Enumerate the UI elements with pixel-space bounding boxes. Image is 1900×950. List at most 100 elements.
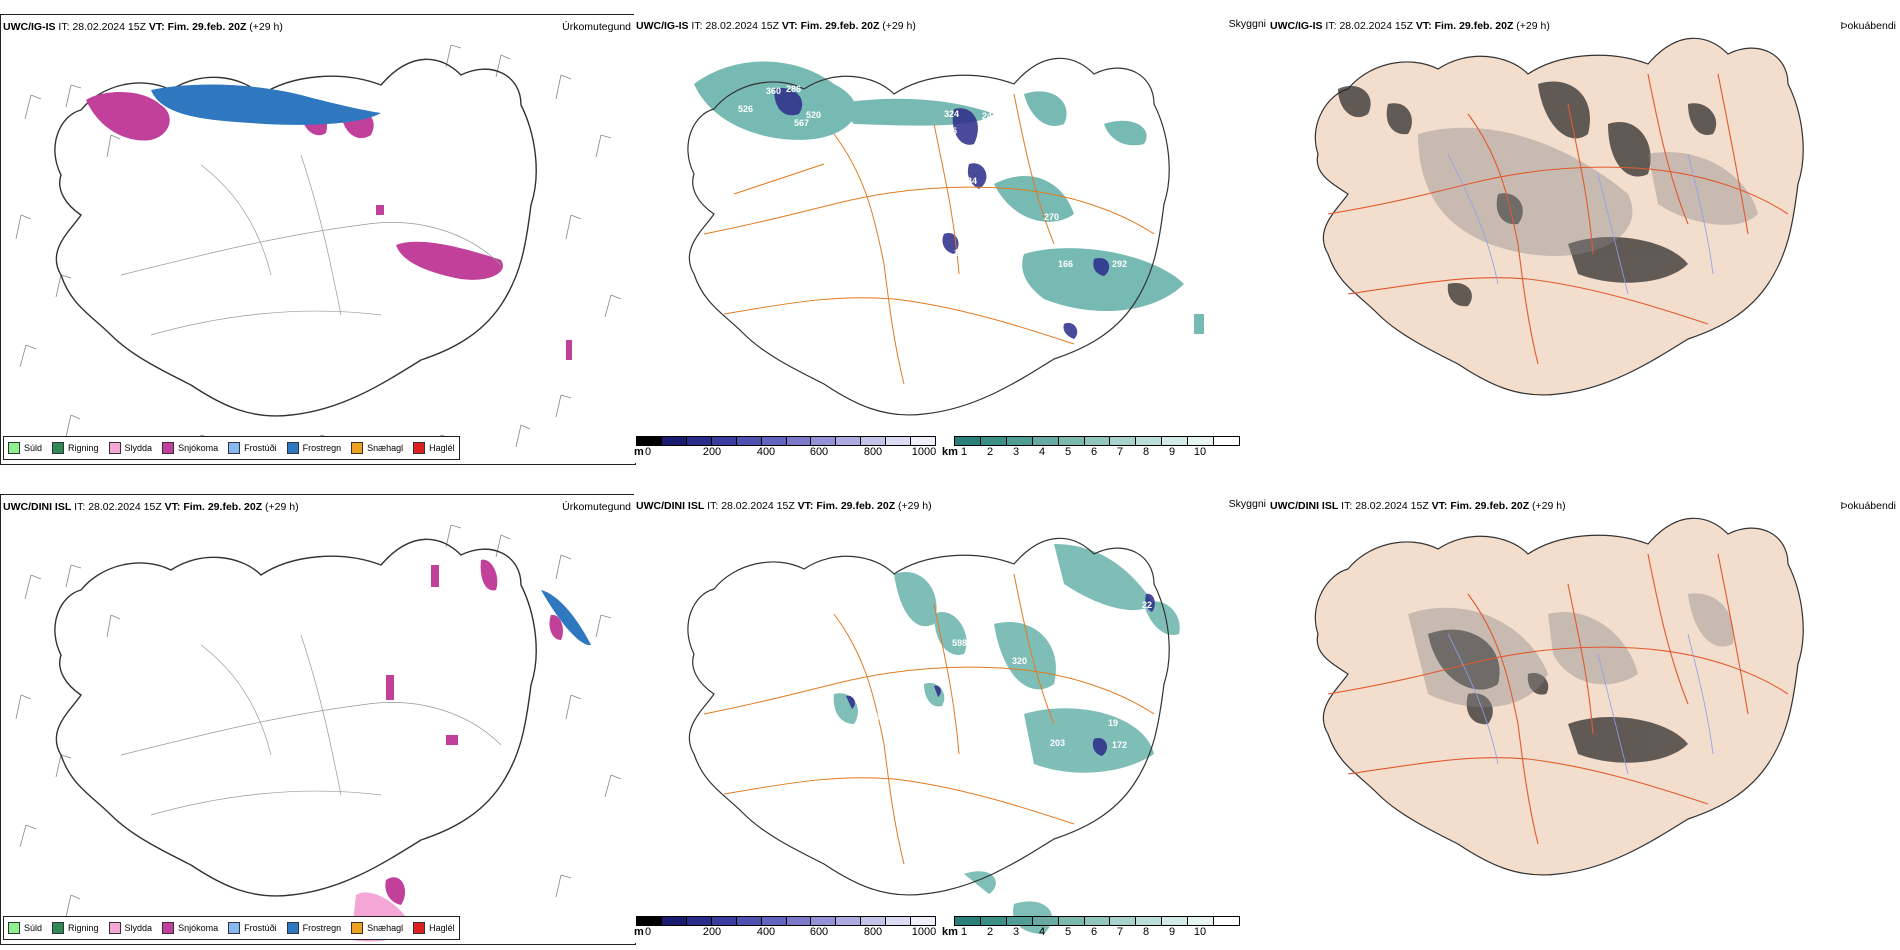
fog-dense-areas [1428, 629, 1688, 763]
cloud-panel-row2: 22 246 24 598 166 195 191 320 203 19 172… [634, 494, 1328, 943]
ceiling-colorbar-ticks: 0 200 400 600 800 1000 [636, 446, 936, 458]
legend-item: Frostúði [228, 922, 277, 934]
tick-label: 8 [1142, 926, 1150, 938]
tick-label: 7 [1116, 926, 1124, 938]
iceland-fill [1314, 37, 1804, 396]
tick-label: 400 [756, 446, 776, 458]
tick-label: 1 [960, 926, 968, 938]
legend-item: Snjókoma [162, 922, 218, 934]
tick-label: 200 [702, 926, 722, 938]
freezing-rain-areas [541, 590, 591, 646]
iceland-outline [687, 57, 1170, 416]
cloud-base-value: 166 [1058, 259, 1073, 269]
tick-label: 400 [756, 926, 776, 938]
legend-label: Frostregn [302, 443, 342, 453]
legend-swatch [413, 922, 426, 934]
cloud-base-value: 320 [1012, 656, 1027, 666]
cloud-base-value: 216 [990, 169, 1005, 179]
tick-label: 4 [1038, 446, 1046, 458]
legend-item: Frostúði [228, 442, 277, 454]
tick-label: 3 [1012, 926, 1020, 938]
freezing-rain-areas [151, 84, 381, 125]
precip-legend-row2: Súld Rigning Slydda Snjókoma Frostúði Fr… [3, 916, 460, 940]
cloud-base-value: 166 [898, 698, 913, 708]
fog-title-row2: Þokuábendi [1840, 500, 1896, 512]
run-header-precip-row1: UWC/IG-IS IT: 28.02.2024 15Z VT: Fim. 29… [3, 21, 283, 33]
low-visibility-areas [833, 544, 1180, 934]
legend-item: Snæhagl [351, 442, 403, 454]
precip-title-row1: Úrkomutegund [562, 21, 631, 33]
cloud-base-labels: 526 360 286 567 520 324 247 135 386 216 … [738, 84, 1127, 269]
cloud-base-value: 360 [766, 86, 781, 96]
legend-label: Haglél [429, 923, 455, 933]
cloud-title-row1: Skyggni [1228, 18, 1266, 30]
cloud-base-value: 195 [954, 692, 969, 702]
tick-label: 9 [1168, 926, 1176, 938]
legend-label: Frostúði [244, 923, 277, 933]
visibility-colorbar-row2: 1 2 3 4 5 6 7 8 9 10 [954, 916, 1240, 938]
cloud-base-value: 24 [1182, 618, 1192, 628]
cloud-title-row2: Skyggni [1228, 498, 1266, 510]
legend-label: Snæhagl [367, 443, 404, 453]
legend-item: Rigning [52, 442, 99, 454]
precip-panel-row1: UWC/IG-IS IT: 28.02.2024 15Z VT: Fim. 29… [0, 14, 636, 465]
legend-swatch [286, 442, 299, 454]
roads [120, 634, 502, 816]
precip-map-row2 [15, 524, 622, 942]
fog-map-row2 [1314, 517, 1804, 876]
cloud-base-value: 324 [944, 109, 959, 119]
fog-light-areas [1408, 593, 1734, 708]
legend-swatch [8, 922, 20, 934]
legend-label: Súld [24, 443, 43, 453]
tick-label: 10 [1193, 926, 1207, 938]
wind-barbs [15, 524, 622, 918]
cloud-map-row1: 526 360 286 567 520 324 247 135 386 216 … [687, 57, 1204, 416]
tick-label: 0 [644, 446, 652, 458]
run-header-cloud-row2: UWC/DINI ISL IT: 28.02.2024 15Z VT: Fim.… [636, 500, 932, 512]
legend-item: Slydda [108, 922, 153, 934]
legend-swatch [108, 442, 121, 454]
precip-map-row1 [15, 44, 622, 454]
cloud-base-value: 172 [1112, 740, 1127, 750]
visibility-colorbar-ticks: 1 2 3 4 5 6 7 8 9 10 [954, 446, 1240, 458]
roads [1327, 73, 1789, 365]
rivers [1447, 153, 1714, 295]
legend-swatch [52, 922, 65, 934]
legend-swatch [228, 442, 241, 454]
ceiling-colorbar-ticks: 0 200 400 600 800 1000 [636, 926, 936, 938]
tick-label: 200 [702, 446, 722, 458]
tick-label: 600 [809, 926, 829, 938]
visibility-colorbar-row1: 1 2 3 4 5 6 7 8 9 10 [954, 436, 1240, 458]
low-visibility-areas [694, 61, 1204, 334]
cloud-base-value: 520 [806, 110, 821, 120]
tick-label: 8 [1142, 446, 1150, 458]
legend-label: Slydda [124, 923, 153, 933]
legend-label: Snjókoma [178, 443, 219, 453]
run-header-fog-row1: UWC/IG-IS IT: 28.02.2024 15Z VT: Fim. 29… [1270, 20, 1550, 32]
cloud-base-value: 526 [738, 104, 753, 114]
precip-panel-row2: UWC/DINI ISL IT: 28.02.2024 15Z VT: Fim.… [0, 494, 636, 945]
visibility-unit-row1: km [942, 446, 958, 458]
tick-label: 800 [863, 446, 883, 458]
tick-label: 600 [809, 446, 829, 458]
legend-item: Haglél [413, 922, 455, 934]
tick-label: 1 [960, 446, 968, 458]
tick-label: 6 [1090, 926, 1098, 938]
cloud-base-labels: 22 246 24 598 166 195 191 320 203 19 172 [870, 600, 1197, 750]
cloud-base-value: 598 [952, 638, 967, 648]
low-ceiling-areas [774, 88, 1110, 339]
legend-item: Frostregn [286, 922, 341, 934]
roads [703, 93, 1155, 385]
tick-label: 1000 [911, 926, 937, 938]
legend-item: Snjókoma [162, 442, 218, 454]
cloud-base-value: 203 [1050, 738, 1065, 748]
iceland-outline [54, 538, 537, 897]
visibility-colorbar-cells [954, 916, 1240, 926]
roads [703, 573, 1155, 865]
run-header-cloud-row1: UWC/IG-IS IT: 28.02.2024 15Z VT: Fim. 29… [636, 20, 916, 32]
legend-swatch [108, 922, 121, 934]
cloud-base-value: 146 [954, 248, 969, 258]
fog-panel-row1: UWC/IG-IS IT: 28.02.2024 15Z VT: Fim. 29… [1268, 14, 1900, 463]
legend-swatch [286, 922, 299, 934]
legend-item: Súld [8, 442, 42, 454]
